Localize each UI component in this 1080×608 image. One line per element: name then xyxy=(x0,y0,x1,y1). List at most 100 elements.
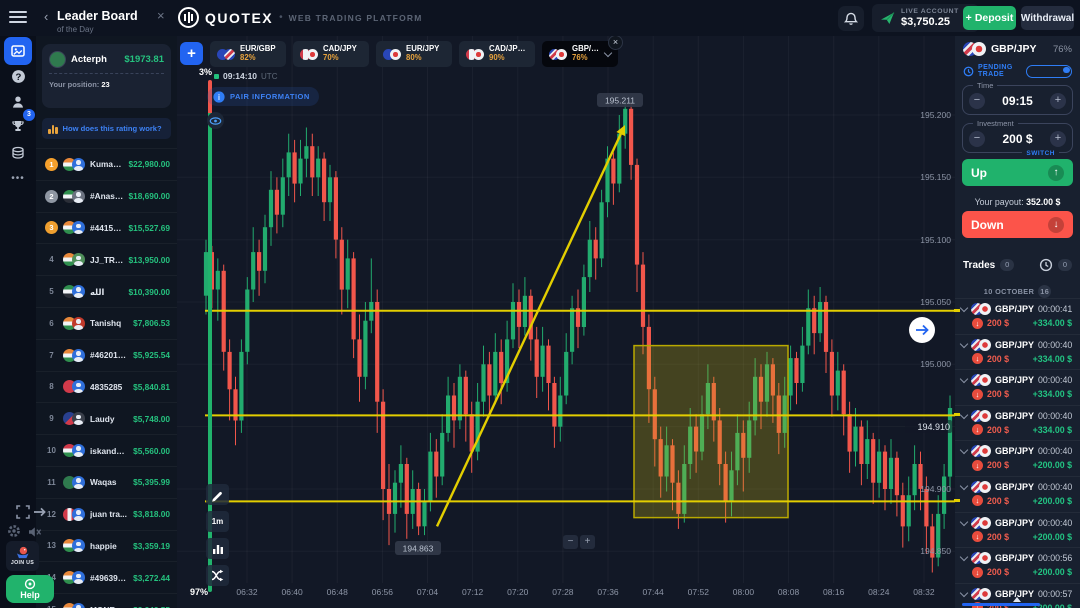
sidebar-item-more[interactable]: ••• xyxy=(4,164,32,192)
trade-time: 00:00:40 xyxy=(1038,410,1073,421)
pending-trade-toggle[interactable] xyxy=(1026,64,1072,78)
leaderboard-row[interactable]: 15 MONEYT... $3,242.55 xyxy=(36,593,177,608)
yellow-line-tick xyxy=(954,309,960,312)
trades-tab[interactable]: Trades xyxy=(963,259,996,271)
rating-info-link[interactable]: How does this rating work? xyxy=(42,118,171,139)
fullscreen-button[interactable] xyxy=(16,505,30,524)
deposit-button[interactable]: + Deposit xyxy=(963,6,1016,30)
leaderboard-row[interactable]: 7 #462015... $5,925.54 xyxy=(36,338,177,371)
up-button[interactable]: Up ↑ xyxy=(962,159,1073,186)
zoom-in-button[interactable]: + xyxy=(580,535,595,549)
trade-row[interactable]: GBP/JPY 00:00:40 ↓ 200 $ +334.00 $ xyxy=(955,369,1080,405)
down-button[interactable]: Down ↓ xyxy=(962,211,1073,238)
chevron-down-icon[interactable] xyxy=(959,517,969,526)
user-flags xyxy=(63,507,85,521)
pair-information-button[interactable]: i PAIR INFORMATION xyxy=(207,87,319,106)
chart-area[interactable]: 195.211 194.863 194.910 195.200 195.150 195.… xyxy=(177,36,958,608)
selected-pair[interactable]: GBP/JPY xyxy=(991,43,1037,55)
time-decrease-button[interactable]: − xyxy=(969,93,985,109)
asset-tab-percent: 82% xyxy=(240,53,256,62)
indicators-button[interactable] xyxy=(206,538,229,559)
time-value[interactable]: 09:15 xyxy=(1002,94,1033,108)
asset-tab[interactable]: CAD/JPY (O…90% xyxy=(459,41,535,67)
chart-type-button[interactable] xyxy=(206,565,229,586)
sentiment-green-bar xyxy=(208,113,212,592)
switch-link[interactable]: SWITCH xyxy=(1022,150,1059,157)
sound-button[interactable] xyxy=(28,525,42,543)
leaderboard-row[interactable]: 6 Tanishq $7,806.53 xyxy=(36,306,177,339)
history-clock-icon[interactable] xyxy=(1039,258,1053,272)
sidebar-item-account[interactable] xyxy=(4,88,32,116)
chevron-down-icon[interactable] xyxy=(959,339,969,348)
trade-payout: +200.00 $ xyxy=(1032,567,1072,578)
chevron-down-icon[interactable] xyxy=(959,552,969,562)
zoom-out-button[interactable]: − xyxy=(563,535,578,549)
avatar xyxy=(72,475,85,489)
account-selector[interactable]: LIVE ACCOUNT $3,750.25 xyxy=(872,4,979,32)
arrow-right-icon xyxy=(34,507,46,517)
user-amount: $10,390.00 xyxy=(128,286,170,297)
leaderboard-row[interactable]: 4 JJ_TRADR $13,950.00 xyxy=(36,243,177,275)
deposit-label: Deposit xyxy=(974,12,1014,24)
notifications-button[interactable] xyxy=(838,6,864,31)
trade-row[interactable]: GBP/JPY 00:00:40 ↓ 200 $ +200.00 $ xyxy=(955,511,1080,548)
trade-row[interactable]: GBP/JPY 00:00:40 ↓ 200 $ +200.00 $ xyxy=(955,475,1080,512)
chevron-down-icon[interactable] xyxy=(959,303,969,313)
top-bar: ‹ Leader Board × of the Day QUOTEX • WEB… xyxy=(0,0,1080,36)
chevron-down-icon[interactable] xyxy=(959,481,969,491)
sidebar-item-tournaments[interactable]: 3 xyxy=(4,109,35,141)
asset-tab[interactable]: EUR/GBP 82% xyxy=(210,41,286,67)
add-asset-button[interactable]: + xyxy=(180,42,203,65)
investment-increase-button[interactable]: + xyxy=(1050,131,1066,147)
asset-tab[interactable]: EUR/JPY 80% xyxy=(376,41,452,67)
leaderboard-row[interactable]: 13 happie $3,359.19 xyxy=(36,529,177,562)
leaderboard-row[interactable]: 11 Waqas $5,395.99 xyxy=(36,465,177,498)
chevron-down-icon[interactable] xyxy=(959,410,969,420)
close-tab-icon[interactable]: × xyxy=(608,35,623,50)
timeframe-button[interactable]: 1m xyxy=(206,511,229,532)
chevron-down-icon[interactable] xyxy=(959,374,969,384)
leaderboard-row[interactable]: 10 iskandar... $5,560.00 xyxy=(36,434,177,466)
pair-flags xyxy=(971,480,991,493)
time-increase-button[interactable]: + xyxy=(1049,93,1066,109)
close-leaderboard-icon[interactable]: × xyxy=(157,8,165,23)
trade-row[interactable]: GBP/JPY 00:00:40 ↓ 200 $ +334.00 $ xyxy=(955,333,1080,370)
account-type-label: LIVE ACCOUNT xyxy=(901,7,959,15)
asset-tab[interactable]: CAD/JPY 70% xyxy=(293,41,369,67)
withdrawal-button[interactable]: Withdrawal xyxy=(1021,6,1074,30)
leaderboard-row[interactable]: 1 Kumar Sh... $22,980.00 xyxy=(36,148,177,180)
sidebar-item-support[interactable]: ? xyxy=(4,62,32,90)
chevron-down-icon[interactable] xyxy=(603,48,613,58)
leaderboard-row[interactable]: 3 #441558... $15,527.69 xyxy=(36,211,177,244)
candlestick-chart[interactable]: 195.211 194.863 194.910 xyxy=(177,36,958,608)
investment-value[interactable]: 200 $ xyxy=(1002,132,1033,146)
help-button[interactable]: Help xyxy=(6,575,54,603)
user-flags xyxy=(63,475,85,489)
user-flags xyxy=(63,157,85,171)
sidebar-item-market[interactable] xyxy=(4,139,32,167)
back-icon[interactable]: ‹ xyxy=(44,9,49,24)
investment-decrease-button[interactable]: − xyxy=(969,131,985,147)
chevron-down-icon[interactable] xyxy=(959,588,969,597)
chevron-down-icon[interactable] xyxy=(959,446,969,455)
trade-row[interactable]: GBP/JPY 00:00:41 ↓ 200 $ +334.00 $ xyxy=(955,298,1080,334)
hamburger-menu-icon[interactable] xyxy=(9,11,27,24)
avatar xyxy=(72,348,85,362)
collapse-panel-button[interactable] xyxy=(33,505,47,524)
join-us-button[interactable]: JOIN US xyxy=(6,541,39,571)
trade-row[interactable]: GBP/JPY 00:00:56 ↓ 200 $ +200.00 $ xyxy=(955,547,1080,583)
scroll-up-indicator[interactable] xyxy=(1013,597,1021,602)
draw-tool-button[interactable] xyxy=(206,484,229,505)
sidebar-item-trading[interactable] xyxy=(4,37,32,65)
leaderboard-row[interactable]: 8 4835285 $5,840.81 xyxy=(36,370,177,403)
trade-row[interactable]: GBP/JPY 00:00:40 ↓ 200 $ +334.00 $ xyxy=(955,404,1080,441)
leaderboard-row[interactable]: 12 juan tra... $3,818.00 xyxy=(36,497,177,530)
settings-button[interactable] xyxy=(7,524,21,543)
leaderboard-row[interactable]: 5 الله $10,390.00 xyxy=(36,275,177,307)
leaderboard-row[interactable]: 9 Laudy $5,748.00 xyxy=(36,402,177,434)
leaderboard-row[interactable]: 14 #496397... $3,272.44 xyxy=(36,561,177,593)
visibility-toggle-button[interactable] xyxy=(207,112,224,129)
trade-row[interactable]: GBP/JPY 00:00:40 ↓ 200 $ +200.00 $ xyxy=(955,440,1080,476)
leaderboard-row[interactable]: 2 #Anas Al... $18,690.00 xyxy=(36,179,177,212)
